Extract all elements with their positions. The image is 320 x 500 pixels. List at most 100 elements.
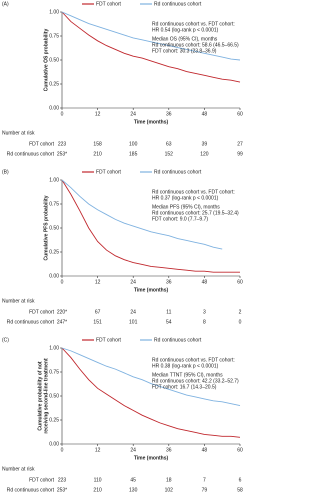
annotation: Rd continuous cohort vs. FDT cohort: (152, 357, 235, 363)
risk-count: 223 (58, 141, 67, 147)
annotation: Rd continuous cohort: 58.6 (46.5–66.5) (152, 42, 239, 48)
x-axis-label: Time (months) (134, 287, 169, 293)
risk-title: Number at risk (2, 466, 35, 472)
annotation: Median TTNT (95% CI), months (152, 372, 223, 378)
risk-count: 100 (129, 141, 138, 147)
x-tick-label: 12 (95, 447, 101, 453)
panel-label: (A) (2, 1, 9, 7)
x-tick-label: 0 (61, 111, 64, 117)
x-tick-label: 24 (130, 111, 136, 117)
x-tick-label: 24 (130, 447, 136, 453)
risk-count: 27 (237, 141, 243, 147)
survival-curve (61, 347, 241, 407)
y-tick-label: 0.75 (49, 33, 59, 39)
risk-count: 102 (165, 487, 174, 493)
risk-count: 24 (130, 309, 136, 315)
risk-count: 210 (93, 487, 102, 493)
y-tick-label: 0.75 (49, 369, 59, 375)
x-tick-label: 60 (237, 447, 243, 453)
risk-count: 110 (94, 477, 102, 483)
x-tick-label: 36 (166, 111, 172, 117)
annotation: Rd continuous cohort vs. FDT cohort: (152, 21, 235, 27)
x-axis-label: Time (months) (134, 455, 169, 461)
x-tick-label: 12 (95, 111, 101, 117)
risk-count: 39 (202, 141, 208, 147)
risk-count: 67 (95, 309, 101, 315)
x-axis-label: Time (months) (134, 119, 169, 125)
risk-count: 253* (57, 151, 67, 157)
survival-curve (61, 11, 241, 61)
annotation: Median PFS (95% CI), months (152, 204, 220, 210)
y-tick-label: 0.25 (49, 417, 59, 423)
risk-count: 101 (129, 319, 138, 325)
y-tick-label: 0.50 (49, 393, 59, 399)
x-tick-label: 12 (95, 279, 101, 285)
annotation: Rd continuous cohort: 25.7 (19.5–32.4) (152, 210, 239, 216)
risk-count: 99 (237, 151, 243, 157)
annotation: Median OS (95% CI), months (152, 36, 218, 42)
y-tick-label: 1.00 (49, 177, 59, 183)
annotation: FDT cohort: 16.7 (14.3–20.5) (152, 384, 217, 390)
y-tick-label: 0.50 (49, 57, 59, 63)
risk-count: 185 (129, 151, 138, 157)
x-tick-label: 48 (202, 447, 208, 453)
risk-count: 152 (165, 151, 174, 157)
x-tick-label: 0 (61, 447, 64, 453)
y-axis-label: Cumulative OS probability (43, 29, 49, 92)
risk-count: 45 (130, 477, 136, 483)
risk-count: 220* (57, 309, 67, 315)
risk-count: 11 (166, 309, 171, 315)
panel-label: (B) (2, 169, 9, 175)
survival-curve (61, 179, 240, 273)
risk-title: Number at risk (2, 298, 35, 304)
annotation: FDT cohort: 30.3 (23.8–36.9) (152, 48, 217, 54)
risk-count: 210 (93, 151, 102, 157)
x-tick-label: 48 (202, 111, 208, 117)
legend-label: Rd continuous cohort (154, 337, 202, 343)
legend-label: FDT cohort (96, 337, 122, 343)
risk-count: 6 (239, 477, 242, 483)
x-tick-label: 48 (202, 279, 208, 285)
risk-count: 158 (93, 141, 102, 147)
y-tick-label: 0.00 (49, 273, 59, 279)
y-tick-label: 0.25 (49, 81, 59, 87)
risk-row-name: Rd continuous cohort (7, 487, 55, 493)
x-tick-label: 0 (61, 279, 64, 285)
risk-row-name: Rd continuous cohort (7, 319, 55, 325)
x-tick-label: 24 (130, 279, 136, 285)
survival-curve (61, 179, 223, 250)
risk-row-name: FDT cohort (29, 477, 55, 483)
risk-count: 54 (166, 319, 172, 325)
risk-count: 223 (58, 477, 67, 483)
annotation: FDT cohort: 9.0 (7.7–9.7) (152, 216, 208, 222)
survival-curve (61, 11, 241, 83)
y-tick-label: 0.50 (49, 225, 59, 231)
annotation: HR 0.38 (log-rank p < 0.0001) (152, 363, 219, 369)
risk-count: 130 (129, 487, 138, 493)
y-axis-label: receiving second-line treatment (43, 358, 49, 434)
y-tick-label: 1.00 (49, 9, 59, 15)
risk-count: 3 (203, 309, 206, 315)
risk-count: 63 (166, 141, 172, 147)
annotation: HR 0.37 (log-rank p < 0.0001) (152, 195, 219, 201)
y-tick-label: 0.00 (49, 441, 59, 447)
annotation: HR 0.54 (log-rank p < 0.0001) (152, 27, 219, 33)
y-axis-label: Cumulative PFS probability (43, 195, 49, 260)
risk-count: 7 (203, 477, 206, 483)
risk-count: 0 (239, 319, 242, 325)
figure: (A) FDT cohort Rd continuous cohort 0.00 0.2… (2, 1, 243, 493)
risk-count: 2 (239, 309, 242, 315)
legend-label: FDT cohort (96, 1, 122, 7)
legend-label: FDT cohort (96, 169, 122, 175)
legend-label: Rd continuous cohort (154, 169, 202, 175)
risk-title: Number at risk (2, 130, 35, 136)
risk-count: 18 (166, 477, 172, 483)
risk-row-name: FDT cohort (29, 141, 55, 147)
x-tick-label: 36 (166, 279, 172, 285)
annotation: Rd continuous cohort: 42.2 (33.2–52.7) (152, 378, 239, 384)
risk-count: 58 (237, 487, 243, 493)
risk-count: 247* (57, 319, 67, 325)
risk-row-name: Rd continuous cohort (7, 151, 55, 157)
y-axis-label: Cumulative probability of not (37, 361, 43, 431)
y-tick-label: 0.00 (49, 105, 59, 111)
